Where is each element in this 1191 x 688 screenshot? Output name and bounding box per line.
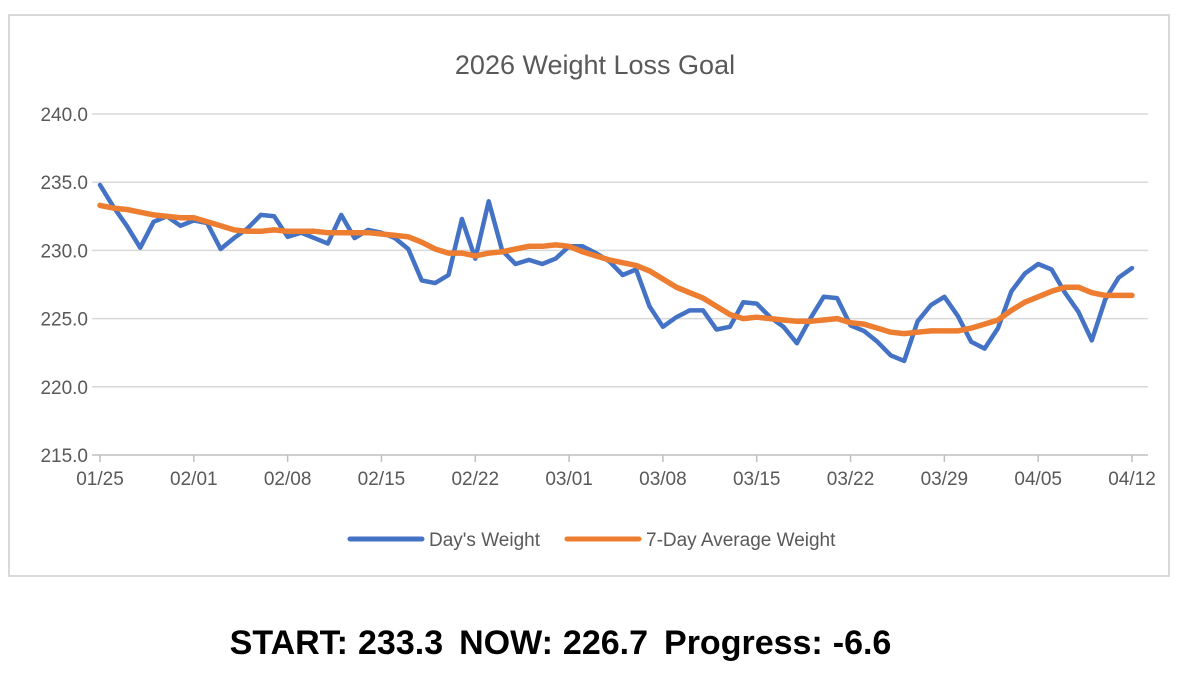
x-tick-label: 03/22 xyxy=(827,469,875,490)
data-series xyxy=(97,182,1135,364)
start-label: START: xyxy=(229,624,349,662)
days-weight-legend-label: Day's Weight xyxy=(429,530,541,551)
progress-label: Progress: xyxy=(664,624,823,662)
x-tick-label: 03/15 xyxy=(733,469,781,490)
start-value: 233.3 xyxy=(358,624,444,662)
x-tick-label: 02/22 xyxy=(451,469,499,490)
y-tick-label: 235.0 xyxy=(40,173,88,194)
avg-weight-line xyxy=(97,202,1135,337)
chart-container: 240.0 235.0 230.0 225.0 220.0 215.0 01/25 02/01… xyxy=(8,14,1170,577)
axes xyxy=(92,454,1148,462)
y-tick-label: 215.0 xyxy=(40,446,88,467)
y-tick-label: 240.0 xyxy=(40,105,88,126)
x-tick-label: 03/01 xyxy=(545,469,593,490)
x-tick-label: 03/29 xyxy=(921,469,969,490)
x-tick-label: 02/01 xyxy=(170,469,218,490)
y-tick-label: 225.0 xyxy=(40,310,88,331)
weight-chart: 240.0 235.0 230.0 225.0 220.0 215.001/25 02/01… xyxy=(40,50,1155,551)
x-tick-label: 04/12 xyxy=(1108,469,1156,490)
days-weight-line xyxy=(97,182,1135,364)
x-tick-label: 04/05 xyxy=(1014,469,1062,490)
y-tick-label: 230.0 xyxy=(40,241,88,262)
now-label: NOW: xyxy=(459,624,553,662)
x-tick-label: 01/25 xyxy=(76,469,124,490)
x-tick-label: 02/15 xyxy=(358,469,406,490)
gridlines xyxy=(92,113,1148,388)
legend: Day's Weight 7-Day Average Weight xyxy=(347,530,836,551)
y-tick-label: 220.0 xyxy=(40,378,88,399)
now-value: 226.7 xyxy=(562,624,649,662)
axis-labels: 240.0 235.0 230.0 225.0 220.0 215.001/25 02/01… xyxy=(40,105,1155,490)
progress-summary: START: 233.3 NOW: 226.7 Progress: -6.6 xyxy=(0,624,1121,663)
chart-title: 2026 Weight Loss Goal xyxy=(455,50,735,80)
x-tick-label: 03/08 xyxy=(639,469,687,490)
progress-value: -6.6 xyxy=(832,624,892,662)
avg-weight-legend-label: 7-Day Average Weight xyxy=(646,530,836,551)
x-tick-label: 02/08 xyxy=(264,469,312,490)
